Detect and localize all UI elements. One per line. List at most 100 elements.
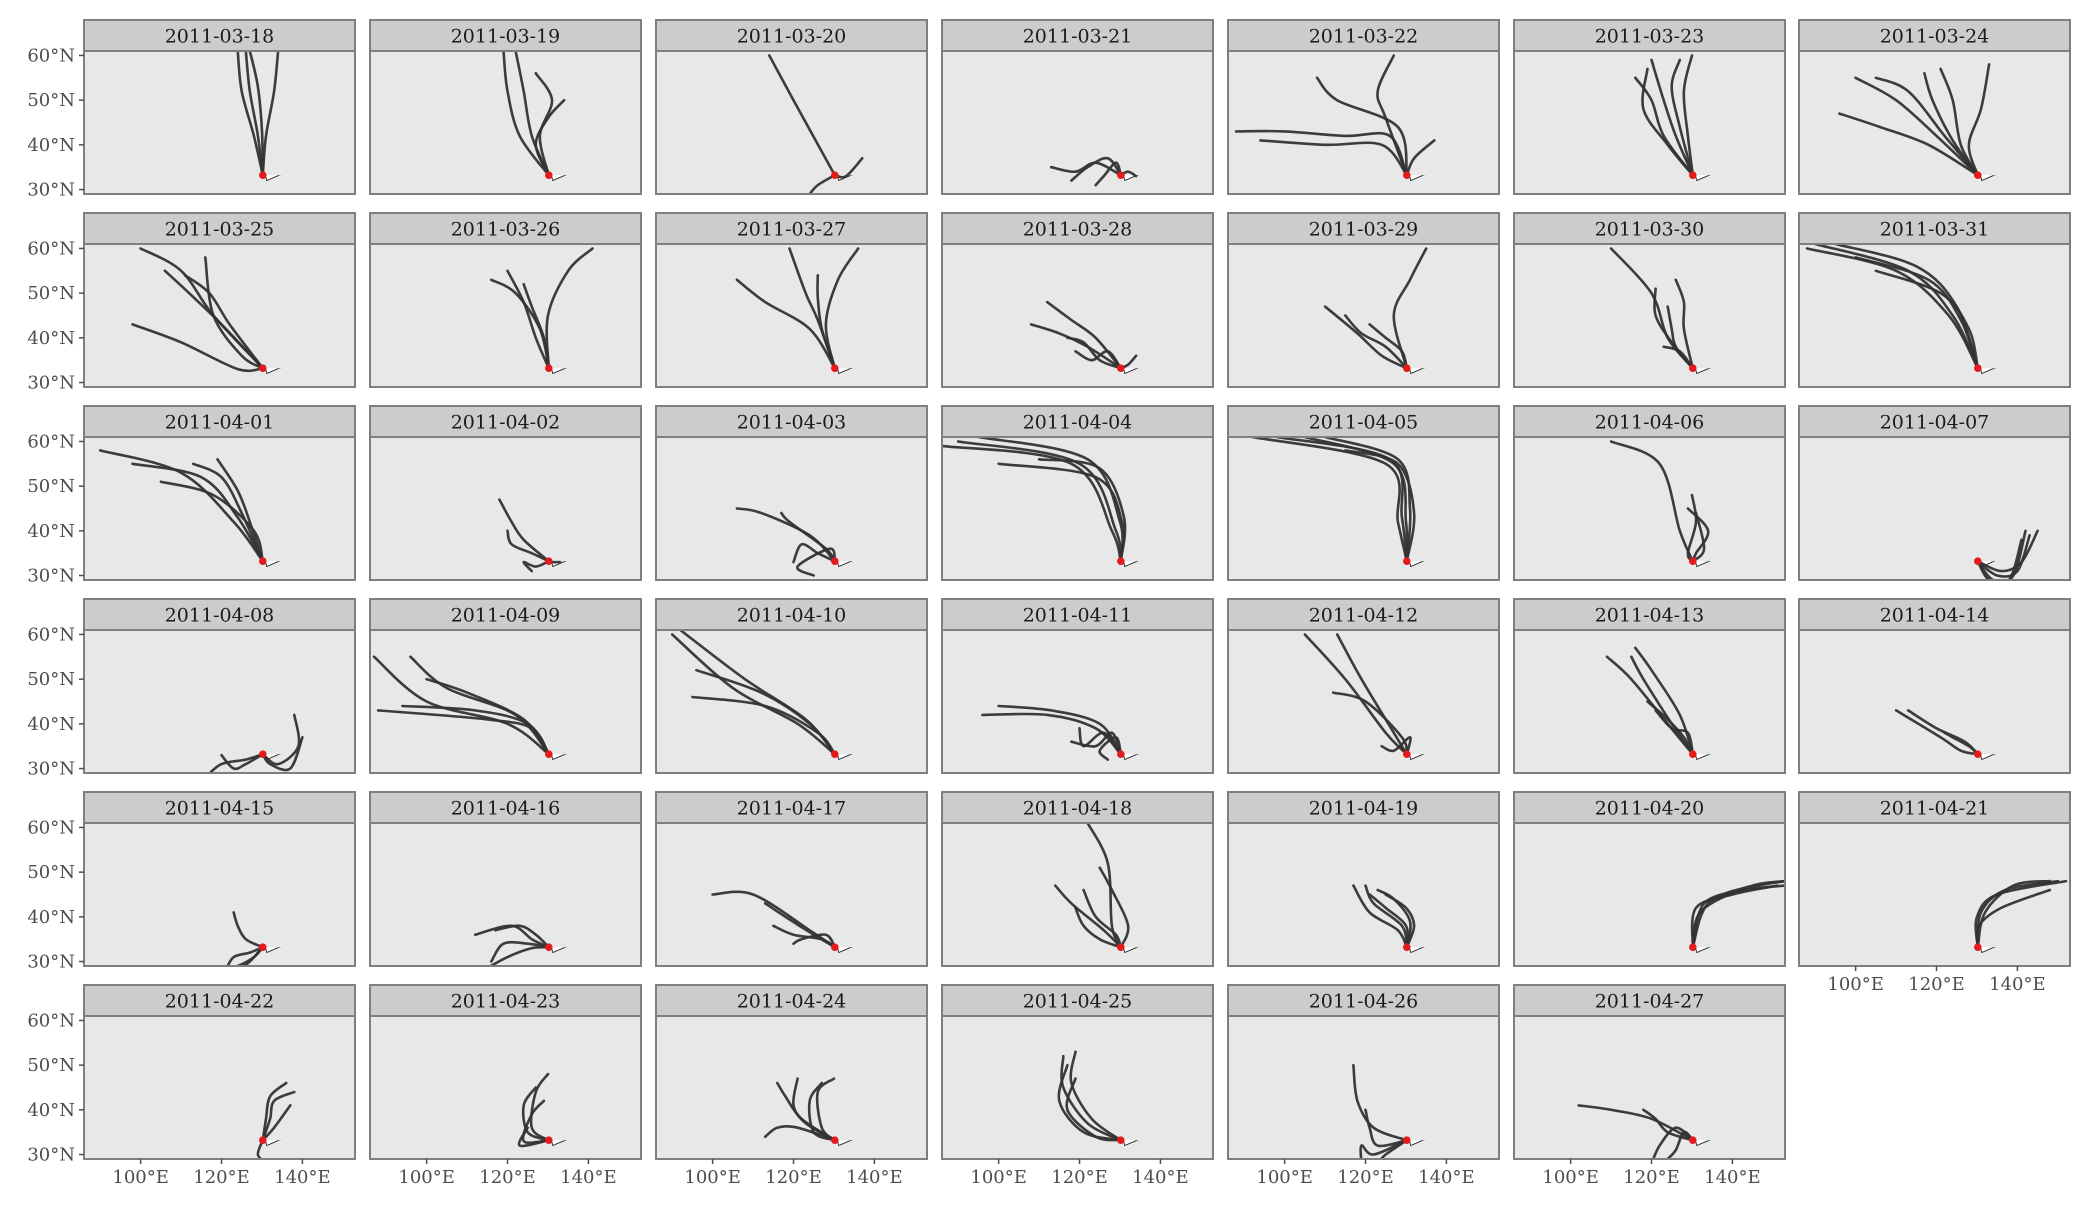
panel-border	[941, 50, 1214, 195]
trajectory-line	[1691, 879, 1785, 949]
trajectory-line	[981, 712, 1123, 756]
trajectory-line	[956, 440, 1123, 563]
panel-map-content	[0, 247, 389, 374]
trajectory-line	[183, 274, 265, 370]
trajectory-line	[1670, 58, 1695, 177]
panel-strip	[655, 212, 928, 245]
panel-strip	[83, 791, 356, 824]
panel: 2011-04-25 100°E 120°E 140°E	[941, 984, 1214, 1188]
panel: 2011-04-16	[369, 791, 642, 967]
panel-date-label: 2011-04-07	[1880, 412, 1990, 434]
trajectory-line	[529, 1072, 551, 1142]
receptor-point	[1117, 750, 1125, 758]
panel-date-label: 2011-04-06	[1595, 412, 1705, 434]
receptor-point	[831, 557, 839, 565]
panel-plot	[1513, 629, 1786, 774]
trajectory-line	[261, 1090, 296, 1142]
y-tick-label: 30°N	[27, 952, 75, 973]
trajectory-line	[1060, 1054, 1123, 1142]
panel-border	[941, 822, 1214, 967]
panel-map-content	[281, 247, 675, 374]
receptor-point	[1117, 364, 1125, 372]
panel-date-label: 2011-04-14	[1880, 605, 1990, 627]
panel-border	[655, 629, 928, 774]
trajectory-line	[1364, 1108, 1409, 1148]
trajectory-line	[502, 51, 551, 177]
panel-strip	[655, 598, 928, 631]
trajectory-line	[942, 444, 1123, 563]
panel-plot: 30°N 40°N 50°N 60°N	[0, 238, 389, 394]
panel-border	[369, 1015, 642, 1160]
panel-strip	[1513, 19, 1786, 52]
trajectory-line	[208, 752, 265, 773]
trajectory-line	[1976, 529, 2027, 580]
receptor-point	[259, 171, 267, 179]
receptor-point	[545, 1136, 553, 1144]
panel-plot: 100°E 120°E 140°E	[941, 1015, 1214, 1188]
receptor-point	[831, 943, 839, 951]
trajectory-line	[735, 278, 837, 370]
panel-background	[370, 244, 641, 387]
trajectory-line	[1854, 76, 1980, 177]
trajectory-line	[1662, 345, 1695, 370]
panel-plot	[941, 822, 1214, 967]
panel-background	[1228, 437, 1499, 580]
panel-strip	[1227, 212, 1500, 245]
trajectory-line	[1650, 58, 1695, 177]
trajectory-line	[409, 655, 551, 756]
y-tick-label: 40°N	[27, 521, 75, 542]
y-tick-label: 50°N	[27, 1055, 75, 1076]
panel-border	[369, 822, 642, 967]
panel-border	[83, 436, 356, 581]
panel: 2011-04-15 30°N 40°N 50°N 60°N	[27, 791, 356, 973]
panel-map-content	[1710, 244, 2089, 373]
y-tick-label: 40°N	[27, 714, 75, 735]
trajectory-line	[490, 940, 551, 963]
panel-plot	[1139, 822, 1533, 967]
trajectory-line	[1352, 884, 1409, 949]
panel: 2011-04-08 30°N 40°N 50°N 60°N	[27, 598, 356, 780]
y-tick-label: 30°N	[27, 566, 75, 587]
panel-date-label: 2011-03-18	[165, 26, 275, 48]
panel-date-label: 2011-03-25	[165, 219, 275, 241]
panel-map-content	[567, 630, 961, 759]
panel-map-content	[853, 644, 1247, 761]
receptor-point	[1403, 364, 1411, 372]
trajectory-line	[1666, 1130, 1695, 1159]
receptor-point	[831, 171, 839, 179]
panel-date-label: 2011-03-22	[1309, 26, 1419, 48]
panel-map-content	[1139, 837, 1533, 953]
trajectory-line	[1368, 323, 1409, 370]
panel-border	[1513, 243, 1786, 388]
trajectory-line	[1037, 458, 1127, 563]
x-tick-label: 120°E	[1337, 1167, 1394, 1188]
panel-plot: 30°N 40°N 50°N 60°N	[27, 624, 356, 780]
panel-date-label: 2011-03-24	[1880, 26, 1990, 48]
panel-plot	[1710, 50, 2089, 195]
panel: 2011-04-02	[369, 405, 642, 581]
panel-map-content	[1710, 63, 2089, 180]
panel-border	[1227, 436, 1500, 581]
trajectory-line	[1331, 691, 1409, 756]
trajectory-line	[534, 72, 554, 177]
panel-date-label: 2011-03-19	[451, 26, 561, 48]
y-tick-label: 50°N	[27, 862, 75, 883]
trajectory-line	[216, 458, 265, 563]
y-tick-label: 40°N	[27, 1100, 75, 1121]
panel-strip	[83, 212, 356, 245]
trajectory-line	[534, 98, 566, 177]
panel: 2011-04-03	[655, 405, 928, 581]
trajectory-line	[131, 323, 265, 373]
panel-strip	[83, 19, 356, 52]
trajectory-line	[796, 547, 837, 577]
receptor-point	[1117, 171, 1125, 179]
panel-plot: 30°N 40°N 50°N 60°N	[27, 817, 356, 973]
trajectory-line	[1813, 244, 1980, 370]
panel-date-label: 2011-04-01	[165, 412, 275, 434]
trajectory-line	[244, 51, 265, 177]
receptor-point	[1689, 750, 1697, 758]
panel-plot	[655, 436, 928, 581]
receptor-point	[259, 1136, 267, 1144]
receptor-point	[1117, 1136, 1125, 1144]
receptor-point	[1689, 364, 1697, 372]
